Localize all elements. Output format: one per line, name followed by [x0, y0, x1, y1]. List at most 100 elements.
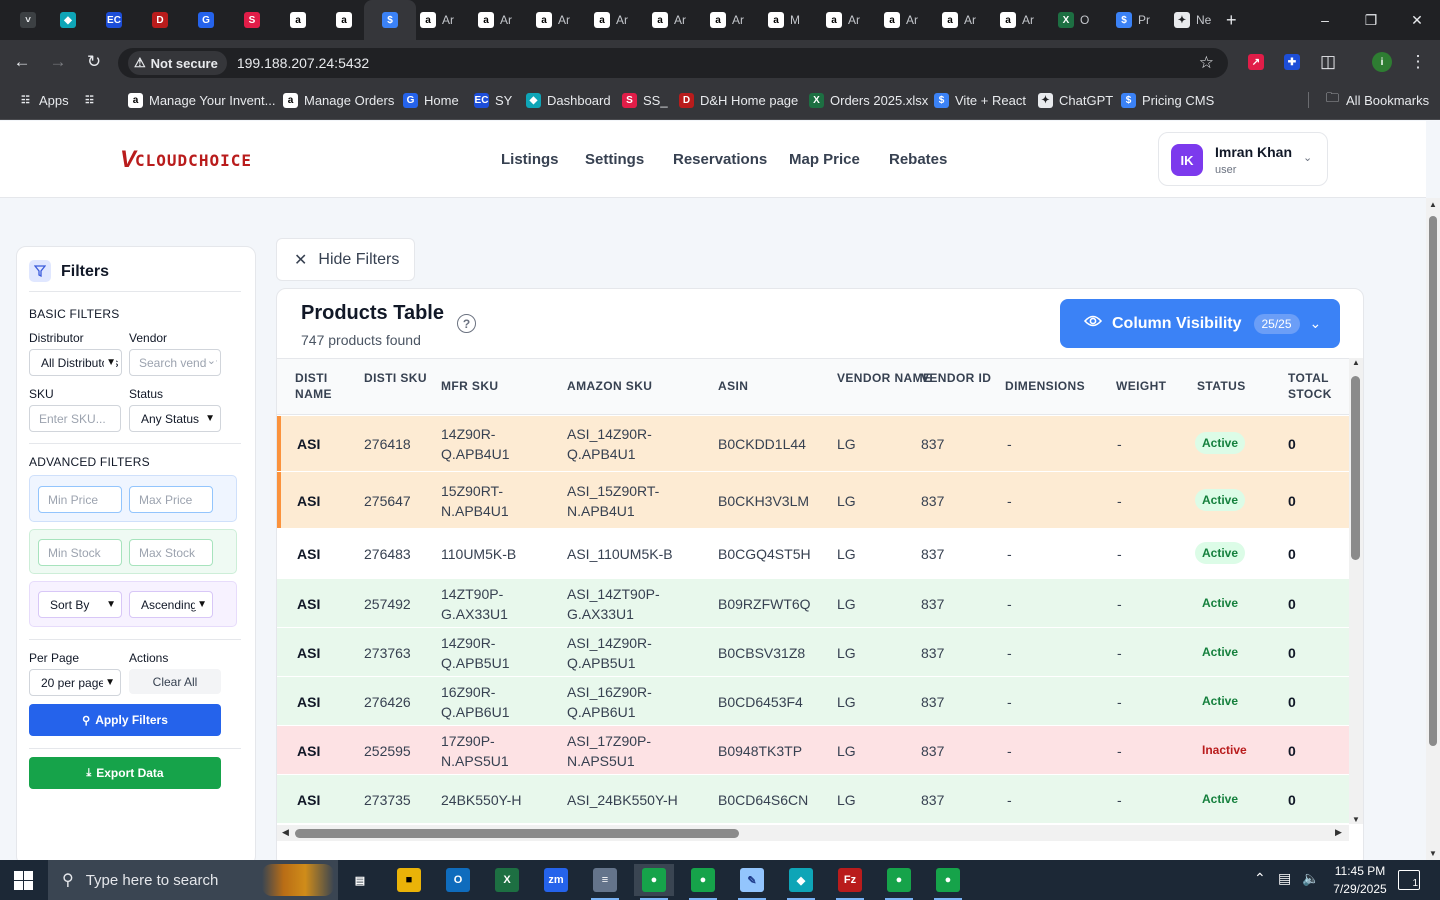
column-visibility-button[interactable]: Column Visibility 25/25 ⌄ — [1060, 299, 1340, 348]
table-row[interactable]: ASI 273735 24BK550Y-H ASI_24BK550Y-H B0CD64S… — [277, 775, 1349, 824]
volume-icon[interactable]: 🔈 — [1302, 870, 1320, 886]
star-icon[interactable]: ☆ — [1198, 53, 1214, 72]
nav-map-price[interactable]: Map Price — [789, 151, 860, 168]
taskbar-clock[interactable]: 11:45 PM 7/29/2025 — [1320, 862, 1400, 898]
bookmark-item[interactable]: ✦ ChatGPT — [1038, 85, 1113, 115]
bookmark-item[interactable]: a Manage Orders — [283, 85, 394, 115]
column-header[interactable]: MFR SKU — [441, 379, 499, 393]
taskbar-app[interactable]: Fz — [830, 864, 870, 900]
nav-rebates[interactable]: Rebates — [889, 151, 948, 168]
column-header[interactable]: VENDOR ID — [921, 371, 992, 385]
user-menu[interactable]: IK Imran Khan user ⌄ — [1158, 132, 1328, 186]
browser-tab[interactable]: a — [324, 0, 364, 40]
back-icon[interactable]: ← — [13, 52, 31, 71]
close-window-icon[interactable]: ✕ — [1411, 11, 1423, 28]
all-bookmarks[interactable]: 🗀 All Bookmarks — [1326, 85, 1429, 115]
browser-tab[interactable]: a Ar — [932, 0, 990, 40]
notification-icon[interactable]: 1 — [1398, 870, 1420, 890]
apply-filters-button[interactable]: ⚲ Apply Filters — [29, 704, 221, 736]
security-indicator[interactable]: ⚠ Not secure — [128, 51, 227, 75]
bookmark-item[interactable]: ☷ — [82, 85, 103, 115]
browser-tab[interactable]: G — [186, 0, 226, 40]
maximize-icon[interactable]: ❐ — [1364, 11, 1378, 28]
browser-tab[interactable]: $ — [364, 0, 416, 40]
bookmark-item[interactable]: $ Pricing CMS — [1121, 85, 1214, 115]
browser-tab[interactable]: a Ar — [584, 0, 642, 40]
windows-start-icon[interactable] — [14, 871, 33, 895]
sort-by-select[interactable]: Sort By ▼ — [38, 591, 122, 618]
reload-icon[interactable]: ↻ — [86, 52, 102, 71]
browser-tab[interactable]: a Ar — [990, 0, 1048, 40]
distributor-select[interactable]: All Distributors ▼ — [29, 349, 122, 376]
column-header[interactable]: ASIN — [718, 379, 749, 393]
bookmark-item[interactable]: G Home — [403, 85, 459, 115]
scroll-up-icon[interactable]: ▲ — [1352, 358, 1360, 367]
table-row[interactable]: ASI 276418 14Z90R- Q.APB4U1 ASI_14Z90R- Q.APB… — [277, 416, 1349, 472]
taskbar-search[interactable]: ⚲ Type here to search — [48, 860, 338, 900]
page-scroll-thumb[interactable] — [1429, 216, 1437, 746]
browser-tab[interactable]: D — [140, 0, 180, 40]
address-bar[interactable]: ⚠ Not secure 199.188.207.24:5432 ☆ — [118, 48, 1228, 78]
table-row[interactable]: ASI 257492 14ZT90P- G.AX33U1 ASI_14ZT90P- G.A… — [277, 579, 1349, 628]
bookmark-item[interactable]: S SS_ — [622, 85, 668, 115]
column-header[interactable]: DISTI NAME — [295, 371, 332, 401]
minimize-icon[interactable]: – — [1321, 12, 1329, 28]
bookmark-item[interactable]: ◆ Dashboard — [526, 85, 611, 115]
bookmark-item[interactable]: ☷ Apps — [18, 85, 69, 115]
new-tab-icon[interactable]: + — [1226, 10, 1237, 30]
browser-tab[interactable]: S — [232, 0, 272, 40]
browser-tab[interactable]: EC — [94, 0, 134, 40]
nav-settings[interactable]: Settings — [585, 151, 645, 168]
column-header[interactable]: TOTAL STOCK — [1288, 371, 1332, 401]
clear-all-button[interactable]: Clear All — [129, 669, 221, 694]
scroll-down-icon[interactable]: ▼ — [1352, 815, 1360, 824]
chevron-up-icon[interactable]: ⌃ — [1254, 870, 1266, 886]
taskbar-app[interactable]: ✎ — [732, 864, 772, 900]
min-price-input[interactable]: Min Price — [38, 486, 122, 513]
per-page-select[interactable]: 20 per page ▼ — [29, 669, 121, 696]
table-row[interactable]: ASI 273763 14Z90R- Q.APB5U1 ASI_14Z90R- Q.APB… — [277, 628, 1349, 677]
status-select[interactable]: Any Status ▼ — [129, 405, 221, 432]
table-row[interactable]: ASI 252595 17Z90P- N.APS5U1 ASI_17Z90P- N.APS… — [277, 726, 1349, 775]
browser-tab[interactable]: a Ar — [700, 0, 758, 40]
browser-tab[interactable]: a Ar — [526, 0, 584, 40]
sku-input[interactable]: Enter SKU... — [29, 405, 121, 432]
taskbar-app[interactable]: ◆ — [781, 864, 821, 900]
taskbar-app[interactable]: O — [438, 864, 478, 896]
table-row[interactable]: ASI 275647 15Z90RT- N.APB4U1 ASI_15Z90RT- N.A… — [277, 472, 1349, 529]
table-row[interactable]: ASI 276483 110UM5K-B ASI_110UM5K-B B0CGQ4ST5… — [277, 529, 1349, 579]
forward-icon[interactable]: → — [49, 52, 67, 71]
page-scrollbar[interactable]: ▲ ▼ — [1426, 198, 1440, 860]
browser-tab[interactable]: a Ar — [468, 0, 526, 40]
bookmark-item[interactable]: $ Vite + React — [934, 85, 1026, 115]
profile-avatar-icon[interactable]: i — [1372, 52, 1392, 72]
scroll-left-icon[interactable]: ◀ — [282, 827, 289, 837]
bookmark-item[interactable]: EC SY — [474, 85, 512, 115]
browser-tab[interactable]: a Ar — [410, 0, 468, 40]
cloudchoice-logo[interactable]: V CLOUDCHOICE — [120, 146, 252, 173]
max-price-input[interactable]: Max Price — [129, 486, 213, 513]
bookmark-item[interactable]: D D&H Home page — [679, 85, 798, 115]
min-stock-input[interactable]: Min Stock — [38, 539, 122, 566]
table-vertical-scrollbar[interactable]: ▲ ▼ — [1349, 358, 1363, 824]
nav-listings[interactable]: Listings — [501, 151, 559, 168]
table-vertical-scroll-thumb[interactable] — [1351, 376, 1360, 560]
browser-tab[interactable]: a Ar — [816, 0, 874, 40]
scroll-right-icon[interactable]: ▶ — [1335, 827, 1342, 837]
scroll-up-icon[interactable]: ▲ — [1429, 200, 1437, 209]
max-stock-input[interactable]: Max Stock — [129, 539, 213, 566]
browser-tab[interactable]: a — [278, 0, 318, 40]
browser-tab[interactable]: a Ar — [642, 0, 700, 40]
table-horizontal-scroll-thumb[interactable] — [295, 829, 739, 838]
browser-tab[interactable]: a Ar — [874, 0, 932, 40]
taskbar-app[interactable]: ≡ — [585, 864, 625, 900]
column-header[interactable]: DISTI SKU — [364, 371, 427, 385]
browser-tab[interactable]: ✦ Ne — [1164, 0, 1222, 40]
column-header[interactable]: VENDOR NAME — [837, 371, 932, 385]
taskbar-app[interactable]: ▤ — [340, 864, 380, 896]
bookmark-item[interactable]: X Orders 2025.xlsx — [809, 85, 928, 115]
table-horizontal-scrollbar[interactable]: ◀ ▶ — [277, 825, 1349, 841]
column-header[interactable]: WEIGHT — [1116, 379, 1167, 393]
taskbar-app[interactable]: ● — [634, 864, 674, 900]
